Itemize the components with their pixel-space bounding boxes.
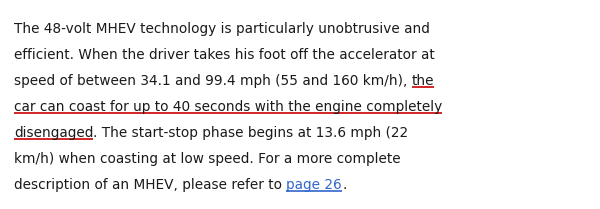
Text: .: . (342, 178, 346, 192)
Text: the: the (412, 74, 434, 88)
Text: disengaged: disengaged (14, 126, 94, 140)
Text: km/h) when coasting at low speed. For a more complete: km/h) when coasting at low speed. For a … (14, 152, 401, 166)
Text: car can coast for up to 40 seconds with the engine completely: car can coast for up to 40 seconds with … (14, 100, 442, 114)
Text: description of an MHEV, please refer to: description of an MHEV, please refer to (14, 178, 286, 192)
Text: speed of between 34.1 and 99.4 mph (55 and 160 km/h),: speed of between 34.1 and 99.4 mph (55 a… (14, 74, 412, 88)
Text: The 48-volt MHEV technology is particularly unobtrusive and: The 48-volt MHEV technology is particula… (14, 22, 430, 36)
Text: page 26: page 26 (286, 178, 342, 192)
Text: . The start-stop phase begins at 13.6 mph (22: . The start-stop phase begins at 13.6 mp… (94, 126, 409, 140)
Text: efficient. When the driver takes his foot off the accelerator at: efficient. When the driver takes his foo… (14, 48, 435, 62)
